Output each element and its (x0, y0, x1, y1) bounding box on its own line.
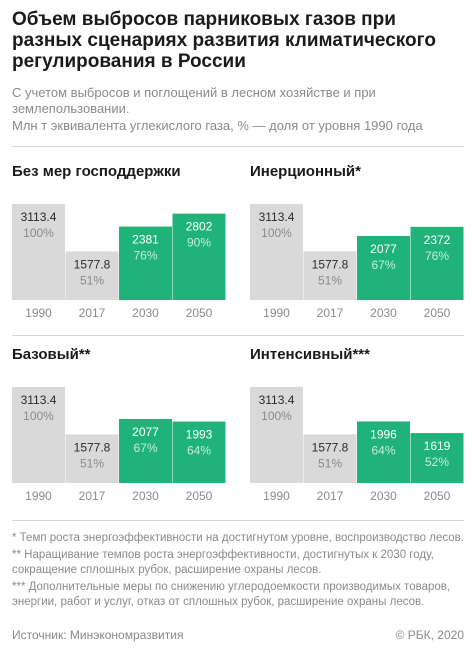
percent-label: 76% (133, 249, 157, 263)
percent-label: 51% (318, 273, 342, 287)
bar-2050 (410, 226, 464, 300)
value-label: 2077 (370, 242, 397, 256)
percent-label: 64% (187, 444, 211, 458)
bar-2017 (65, 434, 119, 483)
x-tick-label: 1990 (263, 306, 290, 320)
x-tick-label: 2017 (79, 306, 106, 320)
divider-top (12, 146, 464, 147)
x-tick-label: 1990 (25, 306, 52, 320)
x-tick-label: 2050 (186, 306, 213, 320)
value-label: 2802 (186, 220, 213, 234)
chart-title: Объем выбросов парниковых газов при разн… (12, 9, 436, 72)
percent-label: 76% (425, 249, 449, 263)
x-tick-label: 2050 (424, 306, 451, 320)
bar-2050 (172, 213, 226, 300)
bar-1990 (250, 204, 303, 300)
footnotes: * Темп роста энергоэффективности на дост… (12, 531, 464, 612)
value-label: 3113.4 (259, 210, 295, 224)
value-label: 3113.4 (21, 393, 57, 407)
percent-label: 100% (261, 409, 292, 423)
value-label: 3113.4 (21, 210, 57, 224)
percent-label: 64% (371, 443, 395, 457)
value-label: 2077 (132, 425, 159, 439)
value-label: 1993 (186, 428, 213, 442)
x-tick-label: 2017 (317, 306, 344, 320)
copyright-text: © РБК, 2020 (395, 628, 464, 642)
bar-1990 (250, 387, 303, 483)
divider-bottom (12, 520, 464, 521)
footnote-3: *** Дополнительные меры по снижению угле… (12, 581, 451, 608)
percent-label: 51% (80, 273, 104, 287)
x-tick-label: 2050 (424, 489, 451, 503)
bar-2050 (410, 433, 464, 483)
panel-title: Инерционный* (250, 163, 361, 180)
footnote-2: ** Наращивание темпов роста энергоэффект… (12, 549, 434, 576)
bar-chart-inertial: 3113.4 100% 1990 1577.8 51% 2017 2077 67% 2030 23… (250, 204, 464, 320)
x-tick-label: 2030 (132, 306, 159, 320)
bar-1990 (12, 204, 65, 300)
bar-2017 (65, 251, 119, 300)
bar-chart-basic: 3113.4 100% 1990 1577.8 51% 2017 2077 67% 2030 19… (12, 387, 226, 503)
percent-label: 51% (80, 456, 104, 470)
panel-inertial: Инерционный* 3113.4 100% 1990 1577.8 51% 2017… (250, 163, 470, 328)
bar-2050 (172, 421, 226, 483)
value-label: 1577.8 (74, 440, 111, 454)
x-tick-label: 2030 (132, 489, 159, 503)
panel-no-support: Без мер господдержки 3113.4 100% 1990 1577.… (12, 163, 232, 328)
value-label: 2372 (424, 233, 451, 247)
bar-2030 (357, 235, 410, 300)
x-tick-label: 2050 (186, 489, 213, 503)
panel-title: Без мер господдержки (12, 163, 181, 180)
x-tick-label: 2017 (79, 489, 106, 503)
x-tick-label: 1990 (263, 489, 290, 503)
value-label: 1577.8 (312, 440, 349, 454)
bar-2030 (357, 421, 410, 483)
panel-title: Базовый** (12, 346, 91, 363)
bar-chart-intensive: 3113.4 100% 1990 1577.8 51% 2017 1996 64% 2030 16… (250, 387, 464, 503)
chart-subtitle: С учетом выбросов и поглощений в лесном … (12, 85, 376, 116)
divider-middle (12, 335, 464, 336)
x-tick-label: 2030 (370, 306, 397, 320)
x-tick-label: 2017 (317, 489, 344, 503)
percent-label: 100% (23, 226, 54, 240)
bar-1990 (12, 387, 65, 483)
value-label: 1996 (370, 427, 397, 441)
bar-2030 (119, 418, 172, 483)
footnote-1: * Темп роста энергоэффективности на дост… (12, 532, 464, 544)
bar-chart-no-support: 3113.4 100% 1990 1577.8 51% 2017 2381 76% 2030 28… (12, 204, 226, 320)
percent-label: 100% (23, 409, 54, 423)
panel-basic: Базовый** 3113.4 100% 1990 1577.8 51% 2017 207… (12, 346, 232, 511)
bar-2017 (303, 434, 357, 483)
value-label: 1577.8 (74, 257, 111, 271)
unit-note: Млн т эквивалента углекислого газа, % — … (12, 118, 423, 133)
value-label: 1619 (424, 439, 451, 453)
percent-label: 51% (318, 456, 342, 470)
percent-label: 90% (187, 236, 211, 250)
footer: Источник: Минэкономразвития © РБК, 2020 (12, 628, 464, 642)
panel-intensive: Интенсивный*** 3113.4 100% 1990 1577.8 51% 20… (250, 346, 470, 511)
bar-2030 (119, 226, 172, 300)
source-text: Источник: Минэкономразвития (12, 628, 184, 642)
value-label: 3113.4 (259, 393, 295, 407)
x-tick-label: 2030 (370, 489, 397, 503)
value-label: 1577.8 (312, 257, 349, 271)
value-label: 2381 (132, 233, 159, 247)
panel-title: Интенсивный*** (250, 346, 370, 363)
percent-label: 67% (371, 258, 395, 272)
percent-label: 100% (261, 226, 292, 240)
x-tick-label: 1990 (25, 489, 52, 503)
percent-label: 52% (425, 455, 449, 469)
percent-label: 67% (133, 441, 157, 455)
bar-2017 (303, 251, 357, 300)
